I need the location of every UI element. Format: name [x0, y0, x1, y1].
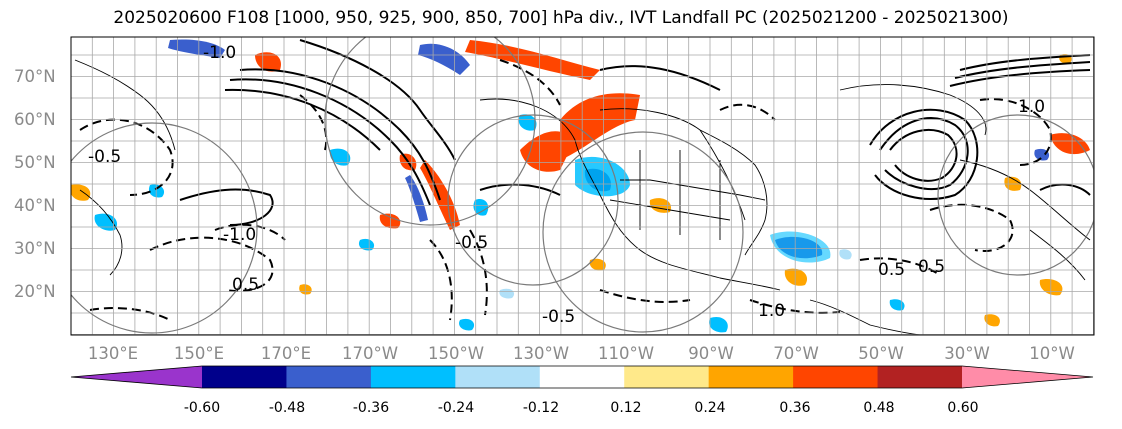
- colorbar-tick-label: 0.12: [610, 400, 642, 416]
- positive-contours: [179, 39, 1091, 226]
- colorbar-segment: [202, 366, 287, 388]
- lon-label: 150°W: [427, 344, 485, 363]
- div-positive-top-left: [255, 52, 281, 72]
- div-negative-ring: [575, 156, 630, 197]
- div-positive-ne: [1050, 133, 1090, 155]
- colorbar-segment: [286, 366, 372, 388]
- lon-label: 130°W: [512, 344, 570, 363]
- div-positive-band-north: [465, 40, 600, 80]
- lat-label: 20°N: [14, 282, 56, 301]
- colorbar-tick-label: 0.24: [694, 400, 726, 416]
- colorbar-segment: [455, 366, 541, 388]
- colorbar-tick-label: -0.12: [522, 400, 560, 416]
- div-negative-pacific-4: [329, 148, 351, 166]
- contour-labels: 1.0 -1.0 -0.5 0.5 -1.0 -0.5 0.5 0.5 1.0 -0.5: [88, 43, 1045, 327]
- div-orange-8: [984, 314, 1000, 327]
- div-negative-gulf-ring: [770, 231, 831, 263]
- div-positive-pacific-streak: [420, 160, 460, 230]
- div-light-blue-2: [839, 249, 852, 260]
- contour-label: 1.0: [1018, 97, 1045, 117]
- lon-label: 150°E: [173, 344, 225, 363]
- colorbar-tick-label: -0.48: [268, 400, 306, 416]
- div-orange-4: [589, 258, 606, 271]
- contour-label: 1.0: [758, 301, 785, 321]
- contour-label: -0.5: [455, 233, 488, 253]
- lat-label: 50°N: [14, 153, 56, 172]
- contour-label: -0.5: [88, 147, 121, 167]
- colorbar-tick-label: -0.24: [437, 400, 475, 416]
- contour-label: -1.0: [223, 225, 256, 245]
- contour-label: 0.5: [918, 257, 945, 277]
- lon-label: 10°W: [1029, 344, 1075, 363]
- div-negative-pacific-2: [473, 199, 489, 216]
- contour-label: 0.5: [232, 275, 259, 295]
- lon-label: 50°W: [858, 344, 904, 363]
- lat-label: 30°N: [14, 239, 56, 258]
- lon-label: 70°W: [773, 344, 819, 363]
- lat-label: 40°N: [14, 196, 56, 215]
- colorbar-tick-label: 0.48: [863, 400, 895, 416]
- contour-label: -1.0: [203, 43, 236, 63]
- lat-label: 60°N: [14, 110, 56, 129]
- colorbar-segment: [624, 366, 710, 388]
- lon-label: 110°W: [597, 344, 655, 363]
- lon-label: 130°E: [87, 344, 139, 363]
- div-positive-blob-2: [379, 213, 401, 229]
- lon-label: 170°W: [341, 344, 399, 363]
- div-positive-band-east: [560, 93, 640, 160]
- range-circles: [71, 37, 1094, 334]
- colorbar-tick-label: -0.36: [352, 400, 390, 416]
- div-negative-east-1: [1034, 148, 1050, 161]
- colorbar-segment: [877, 366, 963, 388]
- colorbar-segment: [370, 366, 456, 388]
- map-frame: [70, 36, 1095, 336]
- colorbar-tick-label: -0.60: [183, 400, 221, 416]
- colorbar-segment: [539, 366, 625, 388]
- contour-label: -0.5: [542, 307, 575, 327]
- colorbar-tick-label: 0.36: [779, 400, 811, 416]
- div-negative-band-north: [418, 43, 470, 75]
- lon-label: 30°W: [944, 344, 990, 363]
- lon-label: 170°E: [260, 344, 312, 363]
- lat-label: 70°N: [14, 67, 56, 86]
- div-orange-3: [71, 184, 91, 201]
- div-negative-pacific-5: [358, 238, 375, 251]
- map-title: 2025020600 F108 [1000, 950, 925, 900, 85…: [113, 8, 1009, 28]
- colorbar-segment: [962, 366, 1093, 388]
- div-negative-top: [168, 39, 225, 58]
- colorbar-segment: [708, 366, 794, 388]
- contour-label: 0.5: [878, 260, 905, 280]
- div-orange-5: [784, 268, 808, 286]
- div-negative-east-2: [889, 299, 905, 311]
- colorbar-segment: [71, 366, 202, 388]
- lon-label: 90°W: [688, 344, 734, 363]
- div-negative-west-1: [94, 213, 118, 231]
- colorbar-segment: [793, 366, 879, 388]
- div-negative-south-2: [459, 318, 475, 331]
- div-negative-pacific-3: [518, 114, 537, 131]
- colorbar-tick-label: 0.60: [947, 400, 979, 416]
- div-negative-south-1: [709, 316, 728, 333]
- div-negative-pacific-1: [405, 175, 428, 222]
